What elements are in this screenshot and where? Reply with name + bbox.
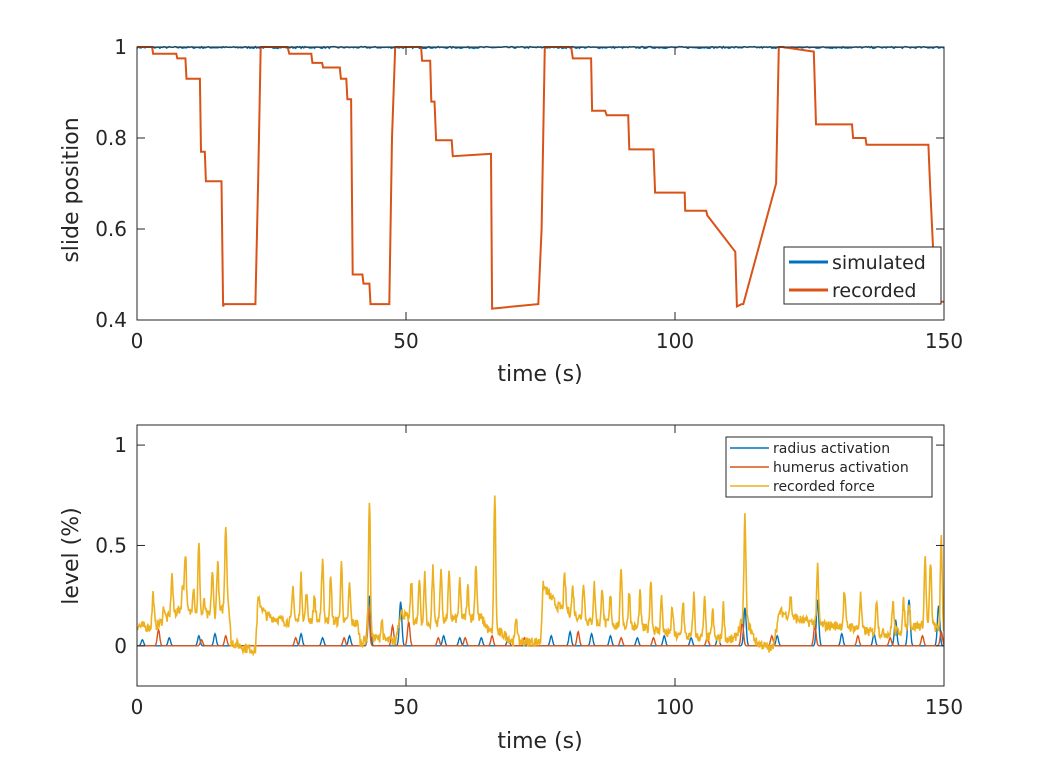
top-x-tick-label: 0	[131, 329, 144, 353]
top-y-tick-label: 0.4	[95, 308, 127, 332]
bottom-x-tick-label: 100	[656, 695, 694, 719]
top-legend: simulated recorded	[783, 246, 942, 305]
legend-label-simulated: simulated	[832, 252, 926, 274]
bottom-x-tick-label: 0	[131, 695, 144, 719]
top-y-tick-label: 0.8	[95, 126, 127, 150]
top-x-tick-label: 150	[925, 329, 963, 353]
legend-label-recorded-force: recorded force	[773, 479, 875, 495]
slide-position-chart: 0 50 100 150 0.4 0.6 0.8 1 time (s) slide posit…	[59, 35, 963, 387]
top-axes-box	[136, 46, 945, 321]
bottom-y-axis-label: level (%)	[59, 507, 84, 604]
top-x-axis-label: time (s)	[497, 362, 582, 387]
legend-label-humerus-activation: humerus activation	[773, 460, 909, 476]
series-line-humerus-activation	[137, 605, 945, 647]
bottom-y-tick-label: 0	[114, 634, 127, 658]
top-legend-box	[783, 246, 942, 305]
level-series	[136, 495, 945, 657]
legend-label-radius-activation: radius activation	[773, 441, 890, 457]
top-x-tick-label: 50	[393, 329, 418, 353]
top-x-tick-label: 100	[656, 329, 694, 353]
bottom-x-axis-label: time (s)	[497, 729, 582, 754]
series-line-recorded-force	[136, 495, 945, 657]
bottom-legend: radius activation humerus activation rec…	[725, 436, 933, 498]
top-y-tick-label: 0.6	[95, 217, 127, 241]
bottom-axes-box	[136, 424, 945, 687]
bottom-y-tick-label: 1	[114, 433, 127, 457]
top-y-axis-label: slide position	[59, 117, 84, 262]
bottom-x-tick-label: 150	[925, 695, 963, 719]
bottom-x-tick-label: 50	[393, 695, 418, 719]
top-y-tick-label: 1	[114, 35, 127, 59]
bottom-y-tick-label: 0.5	[95, 533, 127, 557]
legend-label-recorded: recorded	[832, 280, 916, 302]
level-chart: 0 50 100 150 0 0.5 1 time (s) level (%) radius…	[59, 424, 963, 754]
